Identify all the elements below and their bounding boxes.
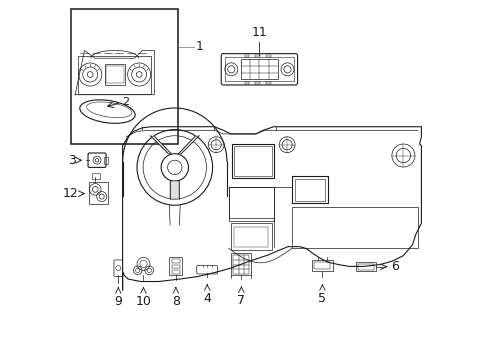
Text: 3: 3 <box>68 154 76 167</box>
Bar <box>255 82 260 84</box>
Polygon shape <box>178 136 199 154</box>
Bar <box>356 262 376 271</box>
Bar <box>231 223 272 250</box>
Text: 9: 9 <box>114 295 122 308</box>
Bar <box>104 64 125 85</box>
Bar <box>266 55 270 57</box>
Text: 7: 7 <box>237 294 245 307</box>
Bar <box>78 56 151 94</box>
Bar <box>295 179 325 201</box>
Bar <box>172 265 180 268</box>
Bar <box>170 257 182 275</box>
Bar <box>245 55 249 57</box>
Bar <box>90 182 108 204</box>
Text: 5: 5 <box>318 292 326 305</box>
Polygon shape <box>171 181 179 199</box>
Bar <box>225 57 294 81</box>
Bar <box>292 207 418 248</box>
Bar <box>172 270 180 274</box>
Bar <box>234 227 269 247</box>
Bar <box>72 9 178 144</box>
Text: 8: 8 <box>172 295 180 308</box>
Bar <box>292 176 328 203</box>
Bar <box>92 173 99 179</box>
Bar <box>245 82 249 84</box>
Bar <box>233 255 249 274</box>
Bar <box>104 157 108 164</box>
Bar <box>266 82 270 84</box>
Bar <box>241 59 278 79</box>
Text: 11: 11 <box>251 26 267 39</box>
Text: 12: 12 <box>63 187 79 200</box>
Bar <box>106 66 124 83</box>
Bar <box>315 262 330 269</box>
Text: 1: 1 <box>196 40 203 53</box>
Bar <box>172 259 180 263</box>
Bar <box>231 253 251 275</box>
Bar <box>255 55 260 57</box>
Bar <box>312 260 333 271</box>
Text: 10: 10 <box>136 295 151 308</box>
Bar <box>234 146 272 176</box>
Polygon shape <box>150 136 171 154</box>
Bar <box>358 264 373 270</box>
Text: 2: 2 <box>122 97 130 107</box>
Text: 4: 4 <box>203 292 211 305</box>
Bar <box>229 187 274 221</box>
Bar <box>232 144 274 178</box>
Text: 6: 6 <box>392 260 399 273</box>
